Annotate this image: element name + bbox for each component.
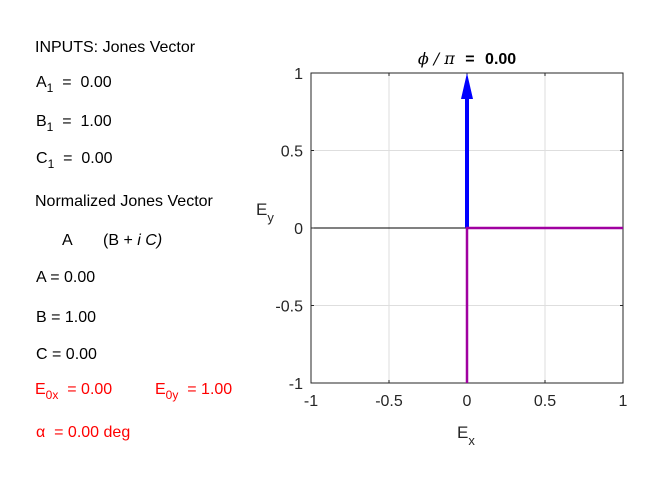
e0x-sub: 0x (45, 388, 59, 402)
field-vector-head (461, 73, 473, 99)
b1-eq: = (62, 113, 72, 130)
c1-letter: C (36, 150, 48, 167)
x-label-letter: E (457, 423, 468, 442)
x-tick-label: 0 (463, 393, 472, 410)
polarization-trace (465, 226, 623, 383)
a1-value: 0.00 (80, 74, 112, 91)
x-tick-label: 0.5 (534, 393, 556, 410)
alpha-symbol: α (36, 424, 46, 441)
alpha-value: = 0.00 deg (54, 424, 131, 441)
a1-eq: = (62, 74, 72, 91)
input-c1: C1 = 0.00 (36, 150, 113, 171)
normalized-heading: Normalized Jones Vector (35, 193, 213, 210)
e0y-value: = 1.00 (187, 381, 233, 398)
x-axis-label: Ex (457, 423, 475, 448)
c1-value: 0.00 (81, 150, 113, 167)
e0x-value: = 0.00 (67, 381, 113, 398)
input-b1: B1 = 1.00 (36, 113, 112, 134)
normalized-a: A = 0.00 (36, 269, 96, 286)
y-tick-label: -0.5 (275, 299, 303, 316)
normalized-c: C = 0.00 (36, 346, 97, 363)
e0x-readout: E0x = 0.00 (35, 381, 113, 402)
vector-form-i: i (137, 232, 141, 249)
y-tick-labels: -1 -0.5 0 0.5 1 (275, 66, 303, 393)
y-tick-label: 0.5 (281, 144, 303, 161)
input-a1: A1 = 0.00 (36, 74, 112, 95)
e0y-sub: 0y (165, 388, 179, 402)
tick-marks (310, 72, 624, 384)
e0x-letter: E (35, 381, 46, 398)
y-label-sub: y (267, 210, 274, 225)
y-axis-label: Ey (256, 200, 274, 225)
title-eq: = (465, 51, 474, 68)
x-tick-label: -1 (304, 393, 318, 410)
c1-eq: = (63, 150, 73, 167)
x-tick-labels: -1 -0.5 0 0.5 1 (304, 393, 628, 410)
y-tick-label: 1 (294, 66, 303, 83)
b1-value: 1.00 (80, 113, 112, 130)
vector-form-c: C) (145, 232, 163, 249)
a1-letter: A (36, 74, 47, 91)
b1-sub: 1 (46, 120, 54, 134)
x-tick-label: 1 (619, 393, 628, 410)
y-label-letter: E (256, 200, 267, 219)
title-value: 0.00 (485, 51, 516, 68)
e0y-readout: E0y = 1.00 (155, 381, 233, 402)
e0y-letter: E (155, 381, 166, 398)
c1-sub: 1 (47, 157, 55, 171)
a1-sub: 1 (46, 81, 54, 95)
vector-form-a: A (62, 232, 73, 249)
normalized-b: B = 1.00 (36, 309, 97, 326)
data-series (461, 73, 623, 383)
x-label-sub: x (468, 433, 475, 448)
inputs-heading: INPUTS: Jones Vector (35, 39, 196, 56)
vector-form-bc: (B + i C) (103, 232, 162, 250)
vector-form-b: (B + (103, 232, 133, 249)
chart-title: ϕ / π = 0.00 (418, 49, 516, 68)
y-tick-label: -1 (289, 376, 303, 393)
title-symbol: ϕ / π (418, 49, 455, 68)
b1-letter: B (36, 113, 47, 130)
x-tick-label: -0.5 (375, 393, 403, 410)
alpha-readout: α = 0.00 deg (36, 424, 130, 442)
y-tick-label: 0 (294, 221, 303, 238)
